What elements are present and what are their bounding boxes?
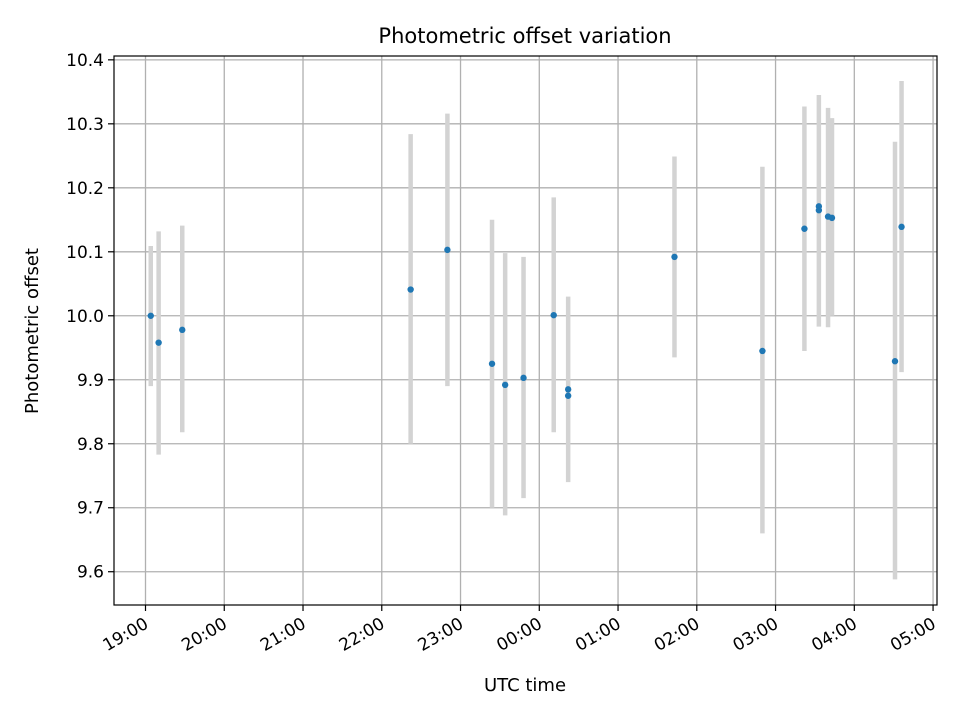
data-point <box>564 386 572 393</box>
data-point <box>444 246 451 254</box>
data-point <box>550 311 557 319</box>
data-point <box>815 207 823 214</box>
y-axis-label: Photometric offset <box>22 248 43 414</box>
data-point <box>671 253 678 261</box>
data-point <box>501 381 509 389</box>
y-axis-ticks: 9.6 9.7 9.8 9.9 10.0 10.1 10.2 10.3 10.4 <box>66 51 114 583</box>
data-point <box>898 223 905 231</box>
data-point <box>488 360 496 367</box>
x-axis-label: UTC time <box>484 675 566 696</box>
y-tick-label: 10.3 <box>66 115 104 135</box>
y-tick-label: 10.4 <box>66 51 104 71</box>
data-point <box>407 286 414 293</box>
data-point <box>891 358 899 365</box>
data-point <box>564 392 572 399</box>
y-tick-label: 9.9 <box>77 371 104 391</box>
data-point <box>520 374 527 382</box>
y-tick-label: 9.6 <box>77 563 104 583</box>
data-point <box>147 312 154 319</box>
y-tick-label: 10.0 <box>66 307 104 327</box>
plot-frame <box>113 55 938 606</box>
chart-title: Photometric offset variation <box>378 24 671 48</box>
grid <box>114 56 937 605</box>
data-point <box>155 339 162 346</box>
y-tick-label: 10.1 <box>66 243 104 263</box>
y-tick-label: 9.7 <box>77 499 104 519</box>
data-point <box>828 214 836 222</box>
data-point <box>801 225 808 232</box>
y-tick-label: 9.8 <box>77 435 104 455</box>
data-point <box>179 326 186 334</box>
y-tick-label: 10.2 <box>66 179 104 199</box>
data-points <box>147 203 905 399</box>
data-point <box>759 347 766 355</box>
